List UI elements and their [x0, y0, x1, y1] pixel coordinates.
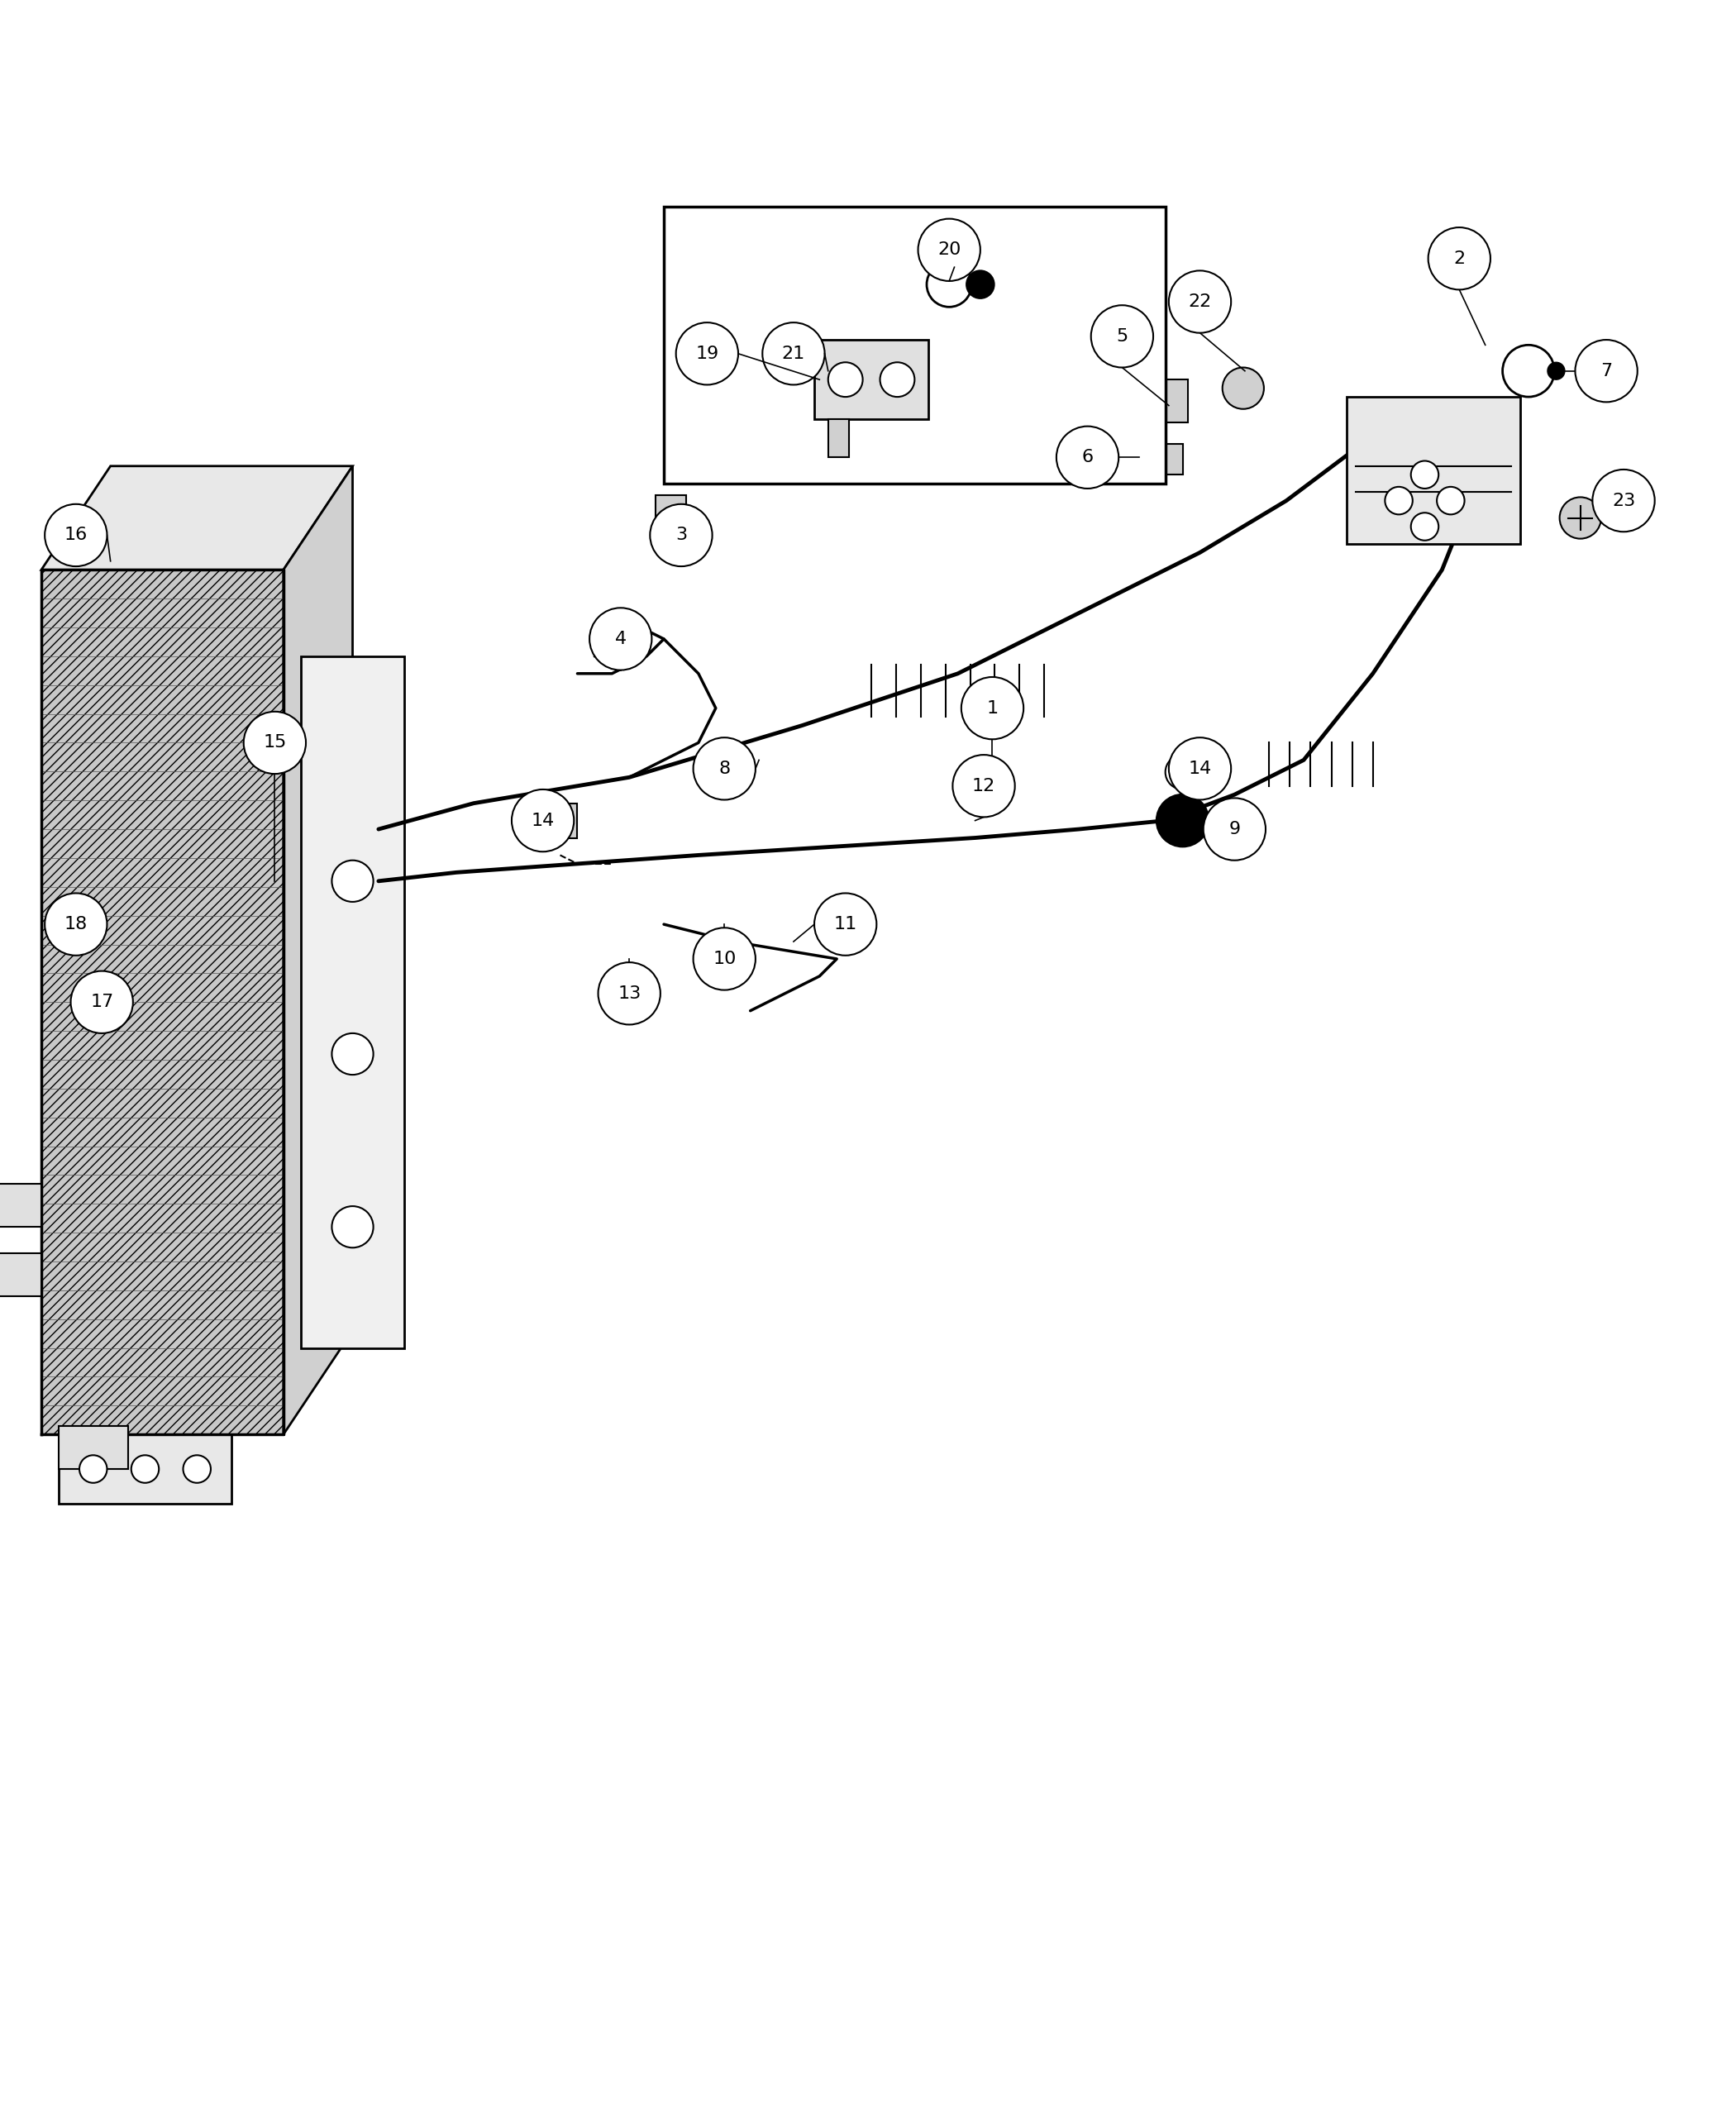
FancyBboxPatch shape — [654, 495, 686, 544]
Text: 17: 17 — [90, 993, 113, 1010]
FancyBboxPatch shape — [1347, 396, 1519, 544]
FancyBboxPatch shape — [42, 569, 283, 1433]
Circle shape — [1156, 795, 1208, 847]
FancyBboxPatch shape — [59, 1433, 231, 1503]
Circle shape — [675, 323, 738, 386]
Circle shape — [332, 1206, 373, 1248]
Circle shape — [243, 713, 306, 774]
Circle shape — [967, 270, 995, 299]
Text: 7: 7 — [1601, 363, 1613, 379]
Circle shape — [1411, 512, 1439, 540]
Circle shape — [828, 363, 863, 396]
Circle shape — [1222, 367, 1264, 409]
Circle shape — [132, 1455, 160, 1482]
Text: 18: 18 — [64, 917, 87, 932]
FancyBboxPatch shape — [814, 339, 929, 419]
Text: 3: 3 — [675, 527, 687, 544]
Circle shape — [693, 928, 755, 991]
FancyBboxPatch shape — [663, 207, 1165, 483]
Circle shape — [1203, 799, 1266, 860]
Circle shape — [1429, 228, 1491, 289]
Circle shape — [71, 972, 134, 1033]
Circle shape — [1168, 270, 1231, 333]
Polygon shape — [283, 466, 352, 1433]
Text: 8: 8 — [719, 761, 731, 778]
Circle shape — [1385, 487, 1413, 514]
Text: 13: 13 — [618, 984, 641, 1001]
Circle shape — [953, 755, 1016, 818]
Circle shape — [1503, 346, 1554, 396]
Circle shape — [512, 788, 575, 852]
Circle shape — [1592, 470, 1654, 531]
Circle shape — [1411, 462, 1439, 489]
Text: 16: 16 — [64, 527, 87, 544]
Circle shape — [80, 1455, 108, 1482]
Text: 1: 1 — [986, 700, 998, 717]
Circle shape — [693, 738, 755, 799]
Text: 15: 15 — [264, 734, 286, 750]
FancyBboxPatch shape — [59, 1425, 128, 1469]
Text: 22: 22 — [1187, 293, 1212, 310]
Circle shape — [45, 504, 108, 567]
Circle shape — [45, 894, 108, 955]
Text: 19: 19 — [696, 346, 719, 363]
Circle shape — [590, 607, 651, 670]
Circle shape — [1168, 738, 1231, 799]
FancyBboxPatch shape — [300, 656, 404, 1347]
FancyBboxPatch shape — [0, 1252, 42, 1296]
FancyBboxPatch shape — [1156, 379, 1187, 424]
Circle shape — [1575, 339, 1637, 403]
Text: 10: 10 — [713, 951, 736, 968]
Circle shape — [1559, 497, 1601, 540]
Text: 4: 4 — [615, 630, 627, 647]
Circle shape — [880, 363, 915, 396]
FancyBboxPatch shape — [0, 1185, 42, 1227]
Text: 14: 14 — [1187, 761, 1212, 778]
Text: 6: 6 — [1082, 449, 1094, 466]
FancyBboxPatch shape — [1139, 443, 1182, 474]
Circle shape — [1165, 755, 1200, 788]
Text: 12: 12 — [972, 778, 995, 795]
Circle shape — [599, 963, 660, 1024]
Circle shape — [918, 219, 981, 280]
Circle shape — [762, 323, 825, 386]
Circle shape — [332, 1033, 373, 1075]
Text: 2: 2 — [1453, 251, 1465, 268]
Text: 21: 21 — [781, 346, 806, 363]
Circle shape — [814, 894, 877, 955]
Circle shape — [1090, 306, 1153, 367]
Circle shape — [1437, 487, 1465, 514]
Circle shape — [927, 261, 972, 308]
Circle shape — [1547, 363, 1564, 379]
FancyBboxPatch shape — [828, 419, 849, 457]
Text: 20: 20 — [937, 242, 962, 257]
Circle shape — [182, 1455, 210, 1482]
Circle shape — [1057, 426, 1118, 489]
Circle shape — [332, 860, 373, 902]
Text: 11: 11 — [833, 917, 858, 932]
Text: 14: 14 — [531, 812, 554, 828]
FancyBboxPatch shape — [552, 803, 578, 837]
Text: 9: 9 — [1229, 820, 1240, 837]
Text: 5: 5 — [1116, 329, 1128, 344]
Circle shape — [962, 677, 1024, 740]
Text: 23: 23 — [1613, 493, 1635, 508]
Circle shape — [649, 504, 712, 567]
Polygon shape — [42, 466, 352, 569]
